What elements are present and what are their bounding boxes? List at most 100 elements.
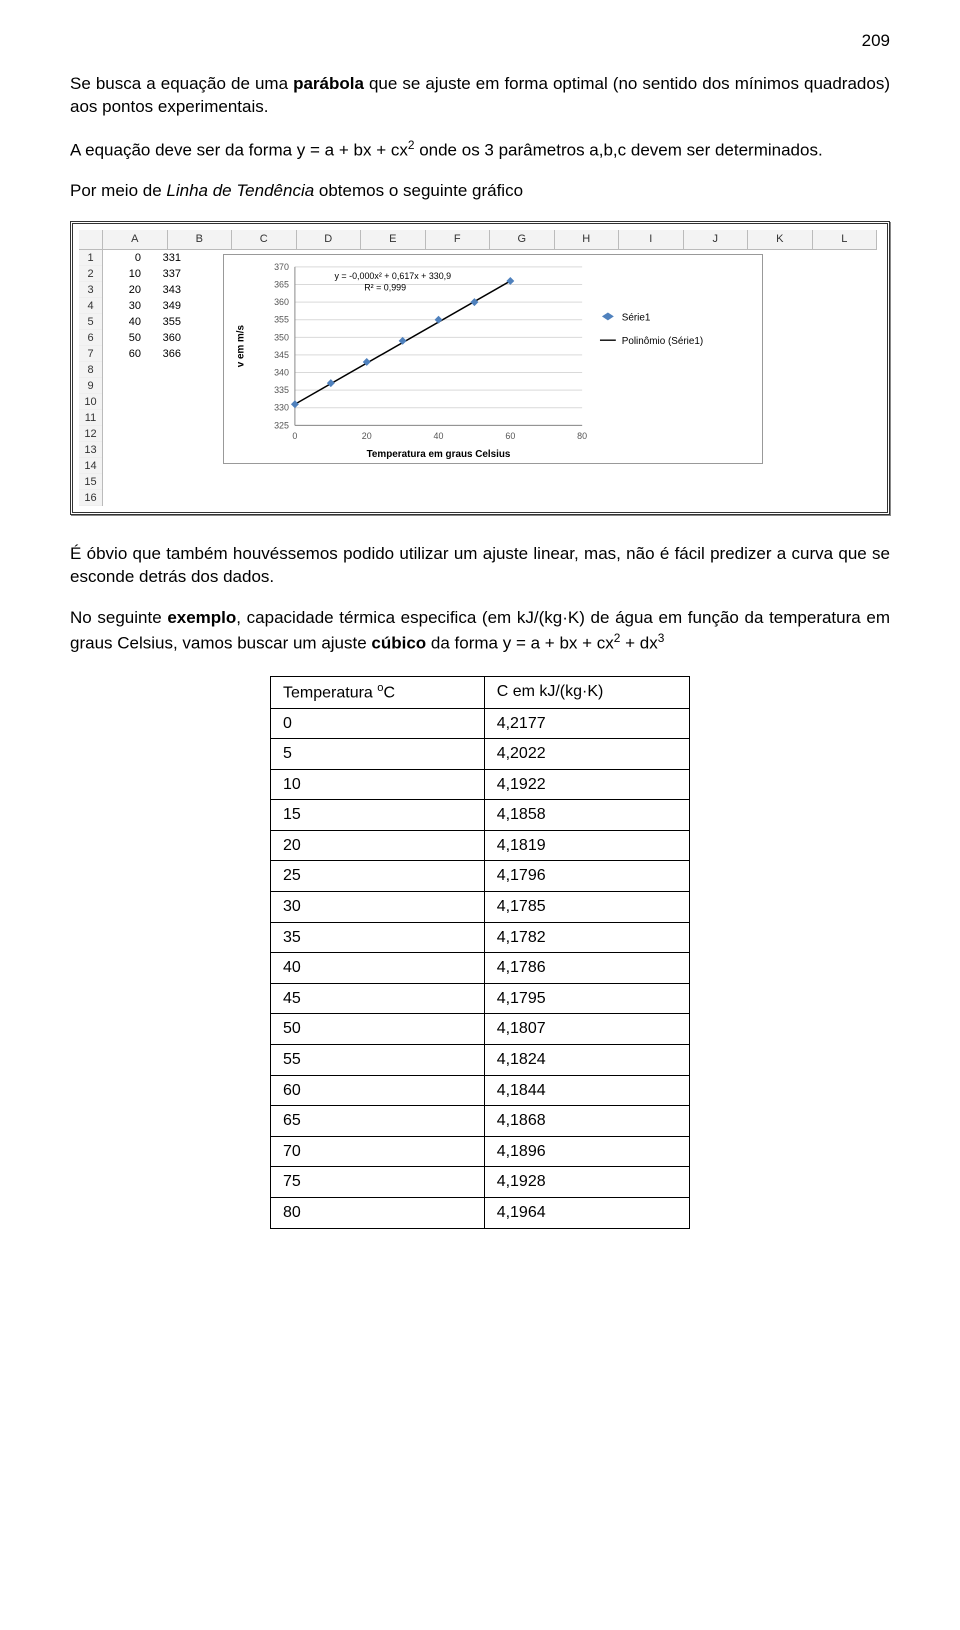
table-header-c: C em kJ/(kg·K) bbox=[484, 676, 689, 708]
data-row: 60366 bbox=[107, 346, 187, 362]
paragraph-2: A equação deve ser da forma y = a + bx +… bbox=[70, 137, 890, 163]
svg-text:R² = 0,999: R² = 0,999 bbox=[364, 283, 406, 293]
table-cell: 70 bbox=[271, 1136, 485, 1167]
table-row: 104,1922 bbox=[271, 769, 690, 800]
spreadsheet-data: 0331103372034330349403555036060366 bbox=[107, 250, 187, 362]
svg-text:350: 350 bbox=[274, 332, 289, 342]
p5-sup2: 3 bbox=[658, 631, 665, 645]
col-header: L bbox=[813, 230, 878, 249]
table-row: 54,2022 bbox=[271, 739, 690, 770]
row-header: 4 bbox=[79, 298, 102, 314]
row-header: 8 bbox=[79, 362, 102, 378]
row-header: 13 bbox=[79, 442, 102, 458]
data-row: 50360 bbox=[107, 330, 187, 346]
col-header: F bbox=[426, 230, 491, 249]
table-cell: 4,1785 bbox=[484, 892, 689, 923]
page-number: 209 bbox=[70, 30, 890, 53]
data-row: 20343 bbox=[107, 282, 187, 298]
svg-text:40: 40 bbox=[434, 431, 444, 441]
col-header: H bbox=[555, 230, 620, 249]
col-header: A bbox=[103, 230, 168, 249]
excel-screenshot: ABCDEFGHIJKL 12345678910111213141516 033… bbox=[70, 221, 890, 515]
cell: 343 bbox=[147, 282, 187, 298]
row-header: 3 bbox=[79, 282, 102, 298]
table-cell: 4,1858 bbox=[484, 800, 689, 831]
p2-text-b: onde os 3 parâmetros a,b,c devem ser det… bbox=[414, 140, 822, 159]
cell: 349 bbox=[147, 298, 187, 314]
paragraph-3: Por meio de Linha de Tendência obtemos o… bbox=[70, 180, 890, 203]
table-cell: 40 bbox=[271, 953, 485, 984]
table-row: 504,1807 bbox=[271, 1014, 690, 1045]
spreadsheet-col-headers: ABCDEFGHIJKL bbox=[79, 230, 877, 250]
table-cell: 4,2177 bbox=[484, 708, 689, 739]
table-cell: 10 bbox=[271, 769, 485, 800]
table-row: 304,1785 bbox=[271, 892, 690, 923]
p3-text-b: obtemos o seguinte gráfico bbox=[314, 181, 523, 200]
cell: 331 bbox=[147, 250, 187, 266]
table-cell: 15 bbox=[271, 800, 485, 831]
svg-text:370: 370 bbox=[274, 262, 289, 272]
svg-text:365: 365 bbox=[274, 280, 289, 290]
col-header: G bbox=[490, 230, 555, 249]
svg-text:Série1: Série1 bbox=[622, 313, 651, 324]
row-header: 6 bbox=[79, 330, 102, 346]
data-row: 40355 bbox=[107, 314, 187, 330]
table-row: 354,1782 bbox=[271, 922, 690, 953]
table-cell: 25 bbox=[271, 861, 485, 892]
table-cell: 55 bbox=[271, 1045, 485, 1076]
row-header: 14 bbox=[79, 458, 102, 474]
cell: 10 bbox=[107, 266, 147, 282]
table-cell: 75 bbox=[271, 1167, 485, 1198]
col-header: D bbox=[297, 230, 362, 249]
cell: 30 bbox=[107, 298, 147, 314]
table-cell: 4,2022 bbox=[484, 739, 689, 770]
table-row: 554,1824 bbox=[271, 1045, 690, 1076]
svg-text:80: 80 bbox=[577, 431, 587, 441]
table-row: 204,1819 bbox=[271, 830, 690, 861]
row-header: 10 bbox=[79, 394, 102, 410]
table-cell: 4,1896 bbox=[484, 1136, 689, 1167]
p3-text-a: Por meio de bbox=[70, 181, 166, 200]
table-cell: 4,1824 bbox=[484, 1045, 689, 1076]
cell: 0 bbox=[107, 250, 147, 266]
data-row: 30349 bbox=[107, 298, 187, 314]
table-cell: 4,1796 bbox=[484, 861, 689, 892]
cell: 337 bbox=[147, 266, 187, 282]
table-row: 754,1928 bbox=[271, 1167, 690, 1198]
p3-italic: Linha de Tendência bbox=[166, 181, 314, 200]
svg-text:325: 325 bbox=[274, 421, 289, 431]
th-temp-a: Temperatura bbox=[283, 684, 377, 701]
paragraph-5: No seguinte exemplo, capacidade térmica … bbox=[70, 607, 890, 656]
svg-text:60: 60 bbox=[505, 431, 515, 441]
p5-d: + dx bbox=[620, 634, 657, 653]
row-header: 9 bbox=[79, 378, 102, 394]
table-header-row: Temperatura oC C em kJ/(kg·K) bbox=[271, 676, 690, 708]
paragraph-1: Se busca a equação de uma parábola que s… bbox=[70, 73, 890, 119]
table-cell: 4,1964 bbox=[484, 1198, 689, 1229]
table-cell: 50 bbox=[271, 1014, 485, 1045]
table-cell: 45 bbox=[271, 983, 485, 1014]
cell: 360 bbox=[147, 330, 187, 346]
table-row: 154,1858 bbox=[271, 800, 690, 831]
table-header-temp: Temperatura oC bbox=[271, 676, 485, 708]
spreadsheet-row-headers: 12345678910111213141516 bbox=[79, 250, 103, 506]
table-row: 454,1795 bbox=[271, 983, 690, 1014]
row-header: 5 bbox=[79, 314, 102, 330]
table-row: 254,1796 bbox=[271, 861, 690, 892]
th-temp-b: C bbox=[384, 684, 396, 701]
p1-bold: parábola bbox=[293, 74, 364, 93]
row-header: 11 bbox=[79, 410, 102, 426]
svg-text:335: 335 bbox=[274, 385, 289, 395]
col-header: B bbox=[168, 230, 233, 249]
table-cell: 5 bbox=[271, 739, 485, 770]
table-row: 04,2177 bbox=[271, 708, 690, 739]
col-header: E bbox=[361, 230, 426, 249]
row-header: 1 bbox=[79, 250, 102, 266]
p5-bold1: exemplo bbox=[167, 608, 236, 627]
col-header: C bbox=[232, 230, 297, 249]
table-cell: 20 bbox=[271, 830, 485, 861]
row-header: 2 bbox=[79, 266, 102, 282]
row-header: 16 bbox=[79, 490, 102, 506]
table-cell: 4,1819 bbox=[484, 830, 689, 861]
table-cell: 4,1922 bbox=[484, 769, 689, 800]
